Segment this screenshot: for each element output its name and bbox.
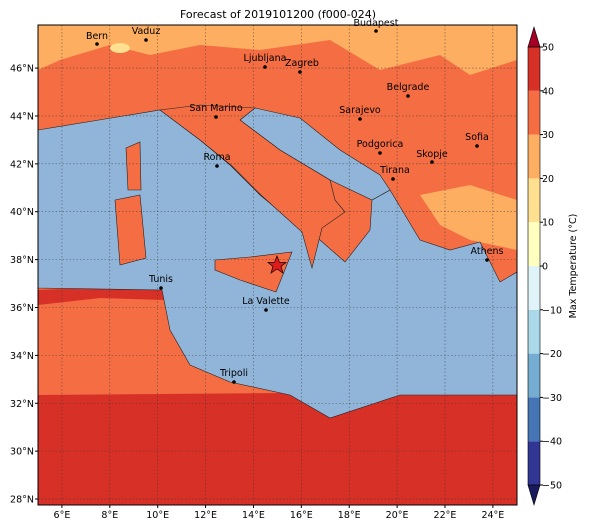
lat-tick-label: 38°N: [10, 255, 34, 266]
city-dot: [144, 38, 148, 42]
colorbar-band: [528, 441, 540, 485]
colorbar-tick-label: 30: [542, 130, 554, 141]
city-dot: [159, 286, 163, 290]
colorbar-extend-max: [527, 25, 541, 48]
city-label: La Valette: [242, 296, 290, 307]
city-dot: [378, 151, 382, 155]
lat-tick-label: 40°N: [10, 207, 34, 218]
star-marker: [267, 255, 287, 274]
city-dot: [264, 308, 268, 312]
colorbar-tick-label: −20: [542, 349, 562, 360]
cities: Bern Vaduz Budapest Ljubljana Zagreb Bel…: [86, 18, 504, 384]
city-label: Tirana: [379, 165, 410, 176]
colorbar-tick-label: 0: [542, 262, 548, 273]
lon-tick-label: 18°E: [338, 510, 361, 521]
city-label: Tripoli: [219, 368, 248, 379]
lat-tick-label: 46°N: [10, 64, 34, 75]
cool-land: [38, 25, 517, 75]
colorbar-band: [528, 134, 540, 179]
italy: [159, 104, 346, 270]
city-label: Bern: [86, 31, 108, 42]
colorbar-band: [528, 309, 540, 354]
lon-tick-label: 20°E: [386, 510, 409, 521]
colorbar-tick-label: −50: [542, 481, 562, 492]
city-label: Sarajevo: [339, 105, 381, 116]
lon-tick-label: 24°E: [481, 510, 504, 521]
city-dot: [95, 42, 99, 46]
lat-tick-label: 44°N: [10, 111, 34, 122]
lat-tick-label: 32°N: [10, 399, 34, 410]
cold-peak: [110, 43, 130, 53]
hot-land: [38, 285, 165, 305]
city-label: Tunis: [148, 274, 173, 285]
city-label: Budapest: [354, 18, 399, 29]
city-label: Zagreb: [285, 58, 319, 69]
colorbar-tick-label: 10: [542, 218, 554, 229]
colorbar-band: [528, 47, 540, 91]
colorbar-band: [528, 397, 540, 442]
map-frame: [37, 24, 518, 506]
lon-tick-label: 16°E: [290, 510, 313, 521]
city-dot: [215, 164, 219, 168]
corsica: [125, 141, 142, 191]
city-label: Belgrade: [387, 82, 430, 93]
colorbar-tick-label: −10: [542, 305, 562, 316]
lat-tick-label: 34°N: [10, 351, 34, 362]
city-dot: [374, 29, 378, 33]
city-label: Vaduz: [132, 26, 161, 37]
city-dot: [298, 70, 302, 74]
city-label: Roma: [203, 152, 230, 163]
city-dot: [358, 117, 362, 121]
colorbar-band: [528, 353, 540, 398]
colorbar-band: [528, 90, 540, 135]
city-dot: [232, 380, 236, 384]
lon-tick-label: 6°E: [54, 510, 71, 521]
colorbar: −50 −40 −30 −20 −10 0 10 20 30 40 50: [527, 25, 562, 507]
lon-tick-label: 22°E: [434, 510, 457, 521]
lat-tick-label: 36°N: [10, 303, 34, 314]
colorbar-band: [528, 178, 540, 223]
lat-tick-label: 30°N: [10, 447, 34, 458]
sardinia: [114, 194, 147, 266]
colorbar-extend-min: [527, 484, 541, 507]
colorbar-tick-label: 50: [542, 43, 554, 54]
city-dot: [263, 65, 267, 69]
lon-tick-label: 8°E: [101, 510, 118, 521]
lat-tick-label: 42°N: [10, 159, 34, 170]
city-label: Sofia: [465, 132, 489, 143]
city-dot: [214, 115, 218, 119]
colorbar-band: [528, 266, 540, 310]
city-label: San Marino: [189, 103, 242, 114]
colorbar-band: [528, 222, 540, 266]
city-label: Skopje: [416, 149, 448, 160]
lon-tick-label: 12°E: [194, 510, 217, 521]
city-label: Podgorica: [357, 139, 404, 150]
city-label: Ljubljana: [244, 53, 287, 64]
lon-tick-label: 10°E: [146, 510, 169, 521]
city-dot: [475, 144, 479, 148]
city-dot: [391, 177, 395, 181]
colorbar-tick-label: −30: [542, 393, 562, 404]
lat-tick-label: 28°N: [10, 495, 34, 506]
city-dot: [406, 94, 410, 98]
colorbar-label: Max Temperature (°C): [568, 214, 579, 319]
lon-tick-label: 14°E: [242, 510, 265, 521]
colorbar-tick-label: 20: [542, 174, 554, 185]
title: Forecast of 2019101200 (f000-024): [180, 8, 376, 21]
colorbar-tick-label: 40: [542, 86, 554, 97]
city-label: Athens: [471, 246, 504, 257]
colorbar-tick-label: −40: [542, 437, 562, 448]
city-dot: [485, 258, 489, 262]
city-dot: [430, 160, 434, 164]
sicily: [214, 251, 293, 293]
